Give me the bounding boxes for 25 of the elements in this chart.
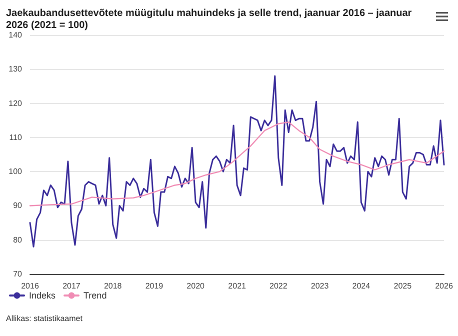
x-tick-label: 2026 <box>435 282 454 290</box>
x-tick-label: 2025 <box>394 282 412 290</box>
x-tick-label: 2018 <box>104 282 122 290</box>
y-tick-label: 70 <box>13 270 23 278</box>
x-tick-label: 2019 <box>145 282 164 290</box>
legend-label: Trend <box>84 290 107 300</box>
x-tick-label: 2017 <box>62 282 81 290</box>
x-tick-label: 2016 <box>21 282 40 290</box>
x-tick-label: 2024 <box>352 282 371 290</box>
x-tick-label: 2023 <box>310 282 330 290</box>
chart-title: Jaekaubandusettevõtete müügitulu mahuindeks ja selle trend, jaanuar 2016 – jaanuar 2026 (2021 = 100) <box>6 8 413 32</box>
x-tick-label: 2020 <box>186 282 206 290</box>
y-tick-label: 90 <box>13 201 23 210</box>
legend-label: Indeks <box>29 290 56 300</box>
x-tick-label: 2022 <box>270 282 288 290</box>
y-tick-label: 120 <box>8 98 23 108</box>
line-series <box>29 121 445 206</box>
text: Allikas: statistikaamet <box>6 314 82 323</box>
y-tick-label: 110 <box>9 132 23 142</box>
y-tick-label: 140 <box>8 30 23 40</box>
line-series <box>29 75 445 248</box>
y-tick-label: 130 <box>8 64 23 74</box>
x-tick-label: 2021 <box>228 282 247 290</box>
y-tick-label: 80 <box>13 235 23 244</box>
y-tick-label: 100 <box>8 167 23 176</box>
